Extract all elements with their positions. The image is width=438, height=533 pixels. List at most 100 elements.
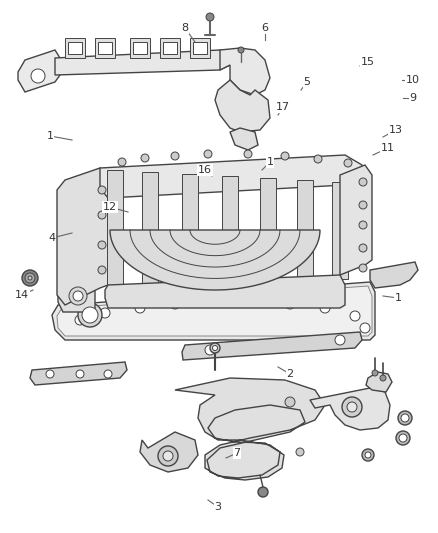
Circle shape [359,178,367,186]
Text: 1: 1 [395,293,402,303]
Circle shape [118,158,126,166]
Polygon shape [193,42,207,54]
Circle shape [296,448,304,456]
Polygon shape [57,286,372,336]
Text: 2: 2 [286,369,293,379]
Text: 10: 10 [406,75,420,85]
Circle shape [98,186,106,194]
Circle shape [104,370,112,378]
Circle shape [359,221,367,229]
Polygon shape [100,155,362,198]
Circle shape [22,270,38,286]
Circle shape [206,13,214,21]
Polygon shape [57,168,108,305]
Circle shape [46,370,54,378]
Polygon shape [68,42,82,54]
Circle shape [170,299,180,309]
Circle shape [359,244,367,252]
Polygon shape [130,38,150,58]
Polygon shape [65,38,85,58]
Polygon shape [332,182,348,279]
Circle shape [347,402,357,412]
Polygon shape [58,280,95,312]
Circle shape [365,452,371,458]
Polygon shape [105,275,345,308]
Text: 12: 12 [103,202,117,212]
Circle shape [78,303,102,327]
Circle shape [98,266,106,274]
Circle shape [360,323,370,333]
Circle shape [75,315,85,325]
Circle shape [212,345,218,351]
Polygon shape [18,50,60,92]
Text: 15: 15 [361,57,375,67]
Text: 9: 9 [410,93,417,103]
Circle shape [205,297,215,307]
Circle shape [344,159,352,167]
Text: 8: 8 [181,23,189,33]
Polygon shape [52,282,375,340]
Circle shape [171,152,179,160]
Circle shape [285,299,295,309]
Polygon shape [260,178,276,281]
Circle shape [281,152,289,160]
Circle shape [141,154,149,162]
Text: 7: 7 [233,448,240,458]
Circle shape [158,446,178,466]
Circle shape [359,201,367,209]
Circle shape [25,273,35,283]
Polygon shape [163,42,177,54]
Text: 4: 4 [49,233,56,243]
Text: 14: 14 [15,290,29,300]
Circle shape [380,375,386,381]
Circle shape [98,241,106,249]
Polygon shape [133,42,147,54]
Polygon shape [140,432,198,472]
Polygon shape [160,38,180,58]
Circle shape [100,308,110,318]
Circle shape [401,414,409,422]
Text: 1: 1 [266,157,273,167]
Polygon shape [215,80,270,132]
Polygon shape [98,42,112,54]
Circle shape [73,291,83,301]
Polygon shape [55,50,230,75]
Circle shape [244,150,252,158]
Polygon shape [182,332,362,360]
Circle shape [76,370,84,378]
Circle shape [285,397,295,407]
Text: 3: 3 [215,502,222,512]
Circle shape [163,451,173,461]
Circle shape [258,487,268,497]
Text: 11: 11 [381,143,395,153]
Polygon shape [175,378,325,480]
Circle shape [320,303,330,313]
Circle shape [238,47,244,53]
Circle shape [135,303,145,313]
Circle shape [98,211,106,219]
Polygon shape [30,362,127,385]
Circle shape [362,449,374,461]
Polygon shape [110,230,320,290]
Circle shape [205,345,215,355]
Polygon shape [222,176,238,282]
Polygon shape [366,372,392,392]
Circle shape [31,69,45,83]
Circle shape [245,297,255,307]
Polygon shape [220,48,270,95]
Text: 16: 16 [198,165,212,175]
Circle shape [82,307,98,323]
Circle shape [314,155,322,163]
Circle shape [342,397,362,417]
Circle shape [350,311,360,321]
Circle shape [399,434,407,442]
Circle shape [372,370,378,376]
Text: 1: 1 [46,131,53,141]
Circle shape [69,287,87,305]
Text: 13: 13 [389,125,403,135]
Circle shape [28,276,32,280]
Text: 6: 6 [261,23,268,33]
Polygon shape [182,174,198,283]
Text: 5: 5 [304,77,311,87]
Polygon shape [107,170,123,285]
